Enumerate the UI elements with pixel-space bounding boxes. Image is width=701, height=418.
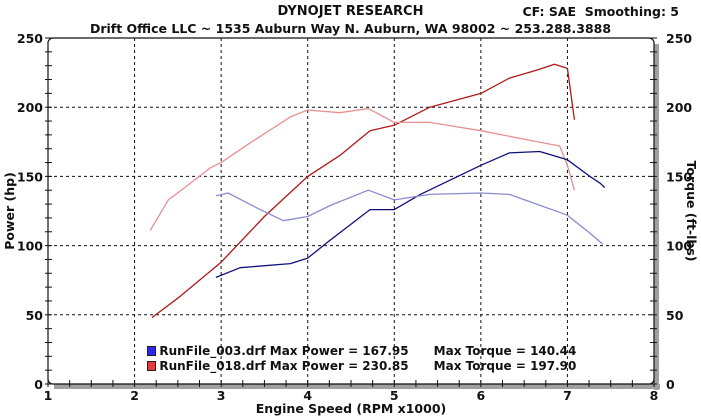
x-axis-label: Engine Speed (RPM x1000) [256, 401, 446, 416]
y-tick-label-left: 0 [34, 377, 43, 392]
legend-text-run-003: RunFile_003.drf Max Power = 167.95 Max T… [159, 344, 577, 358]
correction-factor-label: CF: SAE Smoothing: 5 [522, 4, 679, 19]
y-tick-label-right: 50 [666, 308, 684, 323]
legend-swatch-red [147, 361, 157, 371]
series-line-0 [151, 63, 576, 319]
series-line-3 [215, 189, 604, 245]
y-tick-label-right: 200 [666, 100, 692, 115]
y-tick-label-left: 250 [17, 31, 43, 46]
chart-subtitle: Drift Office LLC ~ 1535 Auburn Way N. Au… [89, 21, 612, 36]
y-tick-label-left: 150 [17, 169, 43, 184]
legend-item-run-003: RunFile_003.drf Max Power = 167.95 Max T… [139, 330, 576, 358]
x-tick-label: 5 [390, 388, 399, 403]
legend-swatch-blue [147, 346, 157, 356]
frame-shadow-right [654, 44, 659, 390]
x-tick-label: 6 [477, 388, 486, 403]
x-tick-label: 8 [650, 388, 659, 403]
y-tick-label-right: 250 [666, 31, 692, 46]
legend-text-run-018: RunFile_018.drf Max Power = 230.85 Max T… [159, 359, 577, 373]
x-tick-label: 7 [563, 388, 572, 403]
y-tick-label-right: 0 [666, 377, 675, 392]
y-axis-label-right: Torque (ft-lbs) [684, 161, 699, 262]
x-tick-label: 2 [130, 388, 139, 403]
frame-shadow-bottom [54, 384, 660, 389]
series-line-1 [149, 107, 576, 231]
chart-title: DYNOJET RESEARCH [277, 4, 424, 19]
x-tick-label: 1 [44, 388, 53, 403]
y-axis-label-left: Power (hp) [2, 172, 17, 250]
y-tick-label-left: 200 [17, 100, 43, 115]
x-tick-label: 4 [303, 388, 312, 403]
legend-item-run-018: RunFile_018.drf Max Power = 230.85 Max T… [139, 345, 576, 373]
y-tick-label-right: 100 [666, 239, 692, 254]
series-line-2 [215, 150, 606, 279]
y-tick-label-left: 100 [17, 239, 43, 254]
x-tick-label: 3 [217, 388, 226, 403]
y-tick-label-right: 150 [666, 169, 692, 184]
y-tick-label-left: 50 [26, 308, 44, 323]
